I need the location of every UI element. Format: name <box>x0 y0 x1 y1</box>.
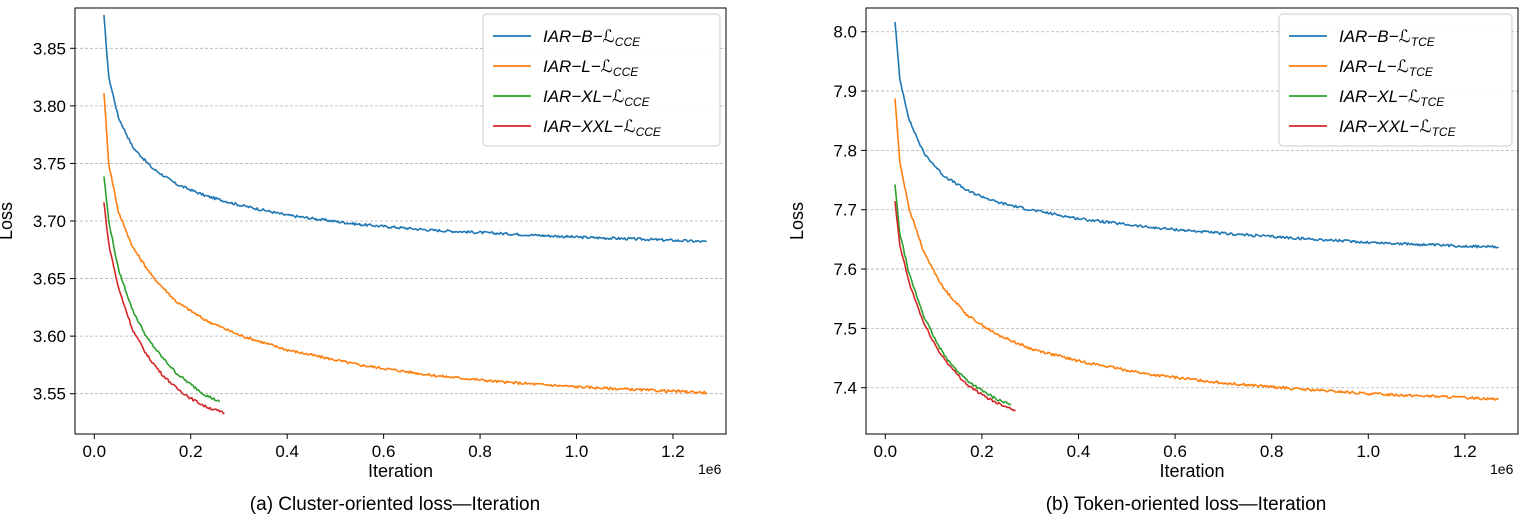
legend-subscript: TCE <box>1432 125 1457 139</box>
legend-subscript: CCE <box>636 125 662 139</box>
x-tick-label: 1.0 <box>565 442 589 461</box>
legend-box <box>1278 13 1513 147</box>
y-axis-label: Loss <box>787 202 807 240</box>
y-tick-label: 7.8 <box>833 141 857 160</box>
legend-label: IAR−XL−ℒTCE <box>1339 87 1445 109</box>
panel-a: 3.55 3.60 3.65 3.70 3.75 3.80 3.85 0.0 0.2 0.4 0.6… <box>0 7 727 481</box>
x-tick-label: 0.2 <box>970 442 994 461</box>
series-line-2 <box>894 184 1012 406</box>
legend-box <box>482 13 721 147</box>
x-tick-label: 1.2 <box>661 442 685 461</box>
legend-label: IAR−XL−ℒCCE <box>543 87 651 109</box>
y-tick-label: 7.5 <box>833 319 857 338</box>
x-axis-label: Iteration <box>368 461 433 481</box>
y-tick-label: 3.65 <box>33 270 66 289</box>
x-tick-label: 1.0 <box>1356 442 1380 461</box>
y-tick-label: 7.6 <box>833 260 857 279</box>
x-offset-label: 1e6 <box>698 461 722 477</box>
x-tick-label: 0.2 <box>179 442 203 461</box>
x-tick-label: 0.0 <box>873 442 897 461</box>
series-line-3 <box>894 200 1016 412</box>
series-line-2 <box>103 176 221 403</box>
x-tick-label: 0.0 <box>82 442 106 461</box>
y-tick-label: 7.7 <box>833 201 857 220</box>
x-axis-label: Iteration <box>1159 461 1224 481</box>
y-tick-label: 3.55 <box>33 385 66 404</box>
x-tick-label: 1.2 <box>1453 442 1477 461</box>
series-line-1 <box>103 92 708 395</box>
legend-subscript: TCE <box>1409 65 1434 79</box>
series-line-0 <box>894 21 1499 249</box>
x-tick-label: 0.4 <box>275 442 299 461</box>
x-tick-label: 0.8 <box>1260 442 1284 461</box>
series-line-3 <box>103 202 225 415</box>
y-tick-label: 7.9 <box>833 82 857 101</box>
y-tick-label: 3.70 <box>33 212 66 231</box>
caption-a: (a) Cluster-oriented loss—Iteration <box>249 494 541 515</box>
legend-subscript: CCE <box>613 65 639 79</box>
series-line-0 <box>103 14 708 243</box>
legend-subscript: TCE <box>1411 35 1436 49</box>
caption-b: (b) Token-oriented loss—Iteration <box>1045 494 1327 515</box>
x-tick-label: 0.6 <box>1163 442 1187 461</box>
y-tick-label: 3.60 <box>33 327 66 346</box>
x-tick-label: 0.8 <box>468 442 492 461</box>
x-tick-label: 0.6 <box>372 442 396 461</box>
series-line-1 <box>894 98 1499 401</box>
legend-subscript: TCE <box>1420 95 1445 109</box>
y-tick-label: 7.4 <box>833 379 857 398</box>
panel-b: 7.4 7.5 7.6 7.7 7.8 7.9 8.0 0.0 0.2 0.4 0.6 0.8 1.0 1… <box>787 7 1519 481</box>
x-tick-label: 0.4 <box>1067 442 1091 461</box>
axes-frame <box>865 7 1519 435</box>
y-tick-label: 3.80 <box>33 97 66 116</box>
legend-subscript: CCE <box>624 95 650 109</box>
legend-label: IAR−XXL−ℒCCE <box>543 117 662 139</box>
x-offset-label: 1e6 <box>1490 461 1514 477</box>
y-tick-label: 3.75 <box>33 154 66 173</box>
y-tick-label: 8.0 <box>833 23 857 42</box>
legend-label: IAR−XXL−ℒTCE <box>1339 117 1457 139</box>
y-axis-label: Loss <box>0 202 16 240</box>
legend-subscript: CCE <box>615 35 641 49</box>
y-tick-label: 3.85 <box>33 39 66 58</box>
